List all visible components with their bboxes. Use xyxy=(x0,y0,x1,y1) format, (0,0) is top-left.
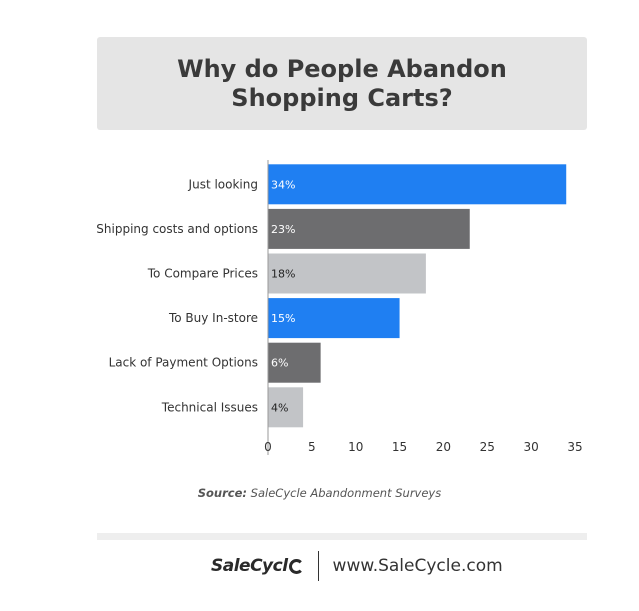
bar xyxy=(268,208,470,249)
category-label: Shipping costs and options xyxy=(96,222,258,236)
source-prefix: Source: xyxy=(197,486,248,500)
bar-chart: Just looking 34% Shipping costs and option… xyxy=(96,160,583,455)
x-tick-label: 30 xyxy=(524,440,539,454)
data-label: 18% xyxy=(271,268,295,281)
data-label: 4% xyxy=(271,401,288,414)
x-tick-label: 10 xyxy=(348,440,363,454)
x-tick-label: 15 xyxy=(392,440,407,454)
data-label: 15% xyxy=(271,312,295,325)
chart-title: Why do People Abandon Shopping Carts? xyxy=(177,54,507,112)
salecycle-logo: SaleCycl xyxy=(211,556,304,576)
data-label: 34% xyxy=(271,178,295,191)
title-box: Why do People Abandon Shopping Carts? xyxy=(97,37,587,130)
logo-ring-icon xyxy=(288,559,304,574)
category-label: Lack of Payment Options xyxy=(109,356,258,370)
x-tick-label: 5 xyxy=(308,440,316,454)
data-label: 6% xyxy=(271,357,288,370)
bar xyxy=(268,342,321,383)
x-tick-label: 20 xyxy=(436,440,451,454)
bar xyxy=(268,298,400,339)
x-tick-label: 35 xyxy=(567,440,582,454)
footer-separator xyxy=(317,551,319,581)
category-label: To Compare Prices xyxy=(147,267,258,281)
x-tick-label: 25 xyxy=(480,440,495,454)
bar xyxy=(268,253,426,294)
footer-divider xyxy=(97,533,587,540)
source-text: SaleCycle Abandonment Surveys xyxy=(250,486,442,500)
x-tick-label: 0 xyxy=(264,440,272,454)
logo-text: SaleCycl xyxy=(211,556,288,576)
category-label: Just looking xyxy=(188,177,258,191)
category-label: Technical Issues xyxy=(161,400,258,414)
bar xyxy=(268,387,304,428)
footer-url[interactable]: www.SaleCycle.com xyxy=(332,556,503,576)
category-label: To Buy In-store xyxy=(168,311,258,325)
source-note: Source: SaleCycle Abandonment Surveys xyxy=(0,486,639,500)
footer-brand: SaleCycl www.SaleCycle.com xyxy=(211,550,503,582)
bar xyxy=(268,164,567,205)
data-label: 23% xyxy=(271,223,295,236)
